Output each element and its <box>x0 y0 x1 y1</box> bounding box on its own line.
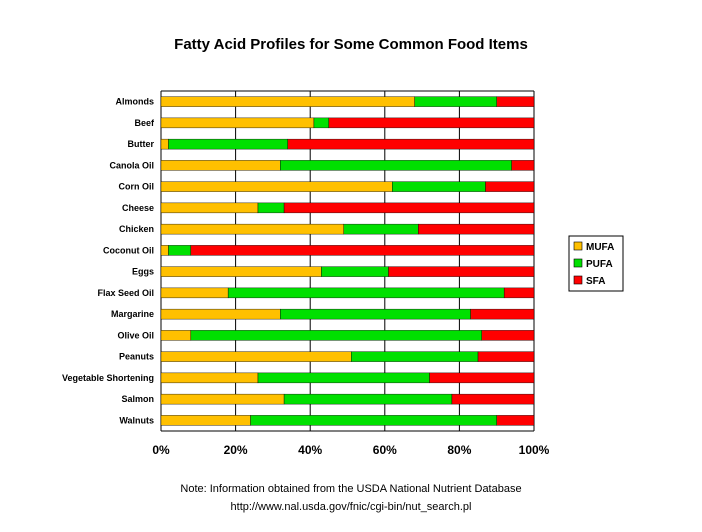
bar-sfa <box>283 202 535 214</box>
category-label: Almonds <box>115 97 154 107</box>
category-label: Corn Oil <box>119 182 155 192</box>
bar-sfa <box>511 160 535 171</box>
x-tick-label: 100% <box>519 443 550 457</box>
category-label: Peanuts <box>119 352 154 362</box>
category-label: Beef <box>134 118 155 128</box>
category-label: Flax Seed Oil <box>97 288 154 298</box>
bar-pufa <box>168 138 289 150</box>
category-label: Salmon <box>121 394 154 404</box>
category-label: Canola Oil <box>109 160 154 170</box>
bar-pufa <box>257 372 430 384</box>
bar-sfa <box>429 372 535 384</box>
category-label: Coconut Oil <box>103 245 154 255</box>
bar-sfa <box>503 287 535 299</box>
bar-sfa <box>496 96 535 107</box>
bar-sfa <box>418 223 535 235</box>
bar-mufa <box>160 351 352 362</box>
x-tick-label: 80% <box>447 443 471 457</box>
category-label: Cheese <box>122 203 154 213</box>
bar-sfa <box>190 245 535 256</box>
bar-pufa <box>283 393 453 405</box>
category-label: Walnuts <box>119 415 154 425</box>
source-note: Note: Information obtained from the USDA… <box>0 480 702 516</box>
bar-pufa <box>280 308 471 320</box>
legend-label: PUFA <box>586 259 613 270</box>
legend-swatch <box>573 258 583 268</box>
legend-label: SFA <box>586 276 605 287</box>
bar-mufa <box>160 138 169 150</box>
bar-pufa <box>280 160 512 171</box>
bar-pufa <box>351 351 479 362</box>
category-label: Butter <box>128 139 155 149</box>
bar-mufa <box>160 160 281 171</box>
bar-mufa <box>160 266 322 277</box>
bar-sfa <box>287 138 535 150</box>
bar-sfa <box>451 393 535 405</box>
bar-mufa <box>160 393 285 405</box>
bar-pufa <box>321 266 389 277</box>
bar-pufa <box>313 117 330 129</box>
bar-sfa <box>328 117 535 129</box>
bar-mufa <box>160 372 259 384</box>
bar-mufa <box>160 245 169 256</box>
x-tick-label: 0% <box>152 443 170 457</box>
category-label: Vegetable Shortening <box>62 373 154 383</box>
bar-pufa <box>227 287 505 299</box>
category-labels: Almonds Beef Butter Canola Oil Corn Oil Chees… <box>62 97 155 426</box>
category-label: Chicken <box>119 224 154 234</box>
bar-mufa <box>160 330 192 341</box>
x-tick-label: 20% <box>224 443 248 457</box>
legend-swatch <box>573 241 583 251</box>
bar-mufa <box>160 202 259 214</box>
bars-layer <box>160 96 535 426</box>
legend-label: MUFA <box>586 242 614 253</box>
bar-mufa <box>160 415 251 426</box>
x-tick-label: 40% <box>298 443 322 457</box>
bar-pufa <box>190 330 482 341</box>
category-label: Margarine <box>111 309 154 319</box>
bar-mufa <box>160 308 281 320</box>
bar-pufa <box>414 96 497 107</box>
category-label: Olive Oil <box>117 330 154 340</box>
stacked-bar-chart: Almonds Beef Butter Canola Oil Corn Oil Chees… <box>62 90 624 457</box>
category-label: Eggs <box>132 267 154 277</box>
bar-mufa <box>160 223 344 235</box>
bar-pufa <box>392 181 486 192</box>
bar-mufa <box>160 287 229 299</box>
x-tick-label: 60% <box>373 443 397 457</box>
chart-title: Fatty Acid Profiles for Some Common Food… <box>174 36 528 53</box>
bar-sfa <box>485 181 535 192</box>
bar-mufa <box>160 96 415 107</box>
bar-sfa <box>388 266 535 277</box>
legend-swatch <box>573 275 583 285</box>
bar-pufa <box>343 223 419 235</box>
x-axis-ticks: 0% 20% 40% 60% 80% 100% <box>152 443 549 457</box>
bar-mufa <box>160 181 393 192</box>
bar-sfa <box>470 308 535 320</box>
legend: MUFA PUFA SFA <box>568 235 624 292</box>
bar-pufa <box>257 202 285 214</box>
bar-pufa <box>250 415 497 426</box>
bar-mufa <box>160 117 315 129</box>
note-url: http://www.nal.usda.gov/fnic/cgi-bin/nut… <box>230 501 472 513</box>
bar-sfa <box>477 351 535 362</box>
bar-sfa <box>481 330 535 341</box>
note-text: Note: Information obtained from the USDA… <box>180 483 522 495</box>
bar-pufa <box>168 245 192 256</box>
bar-sfa <box>496 415 535 426</box>
